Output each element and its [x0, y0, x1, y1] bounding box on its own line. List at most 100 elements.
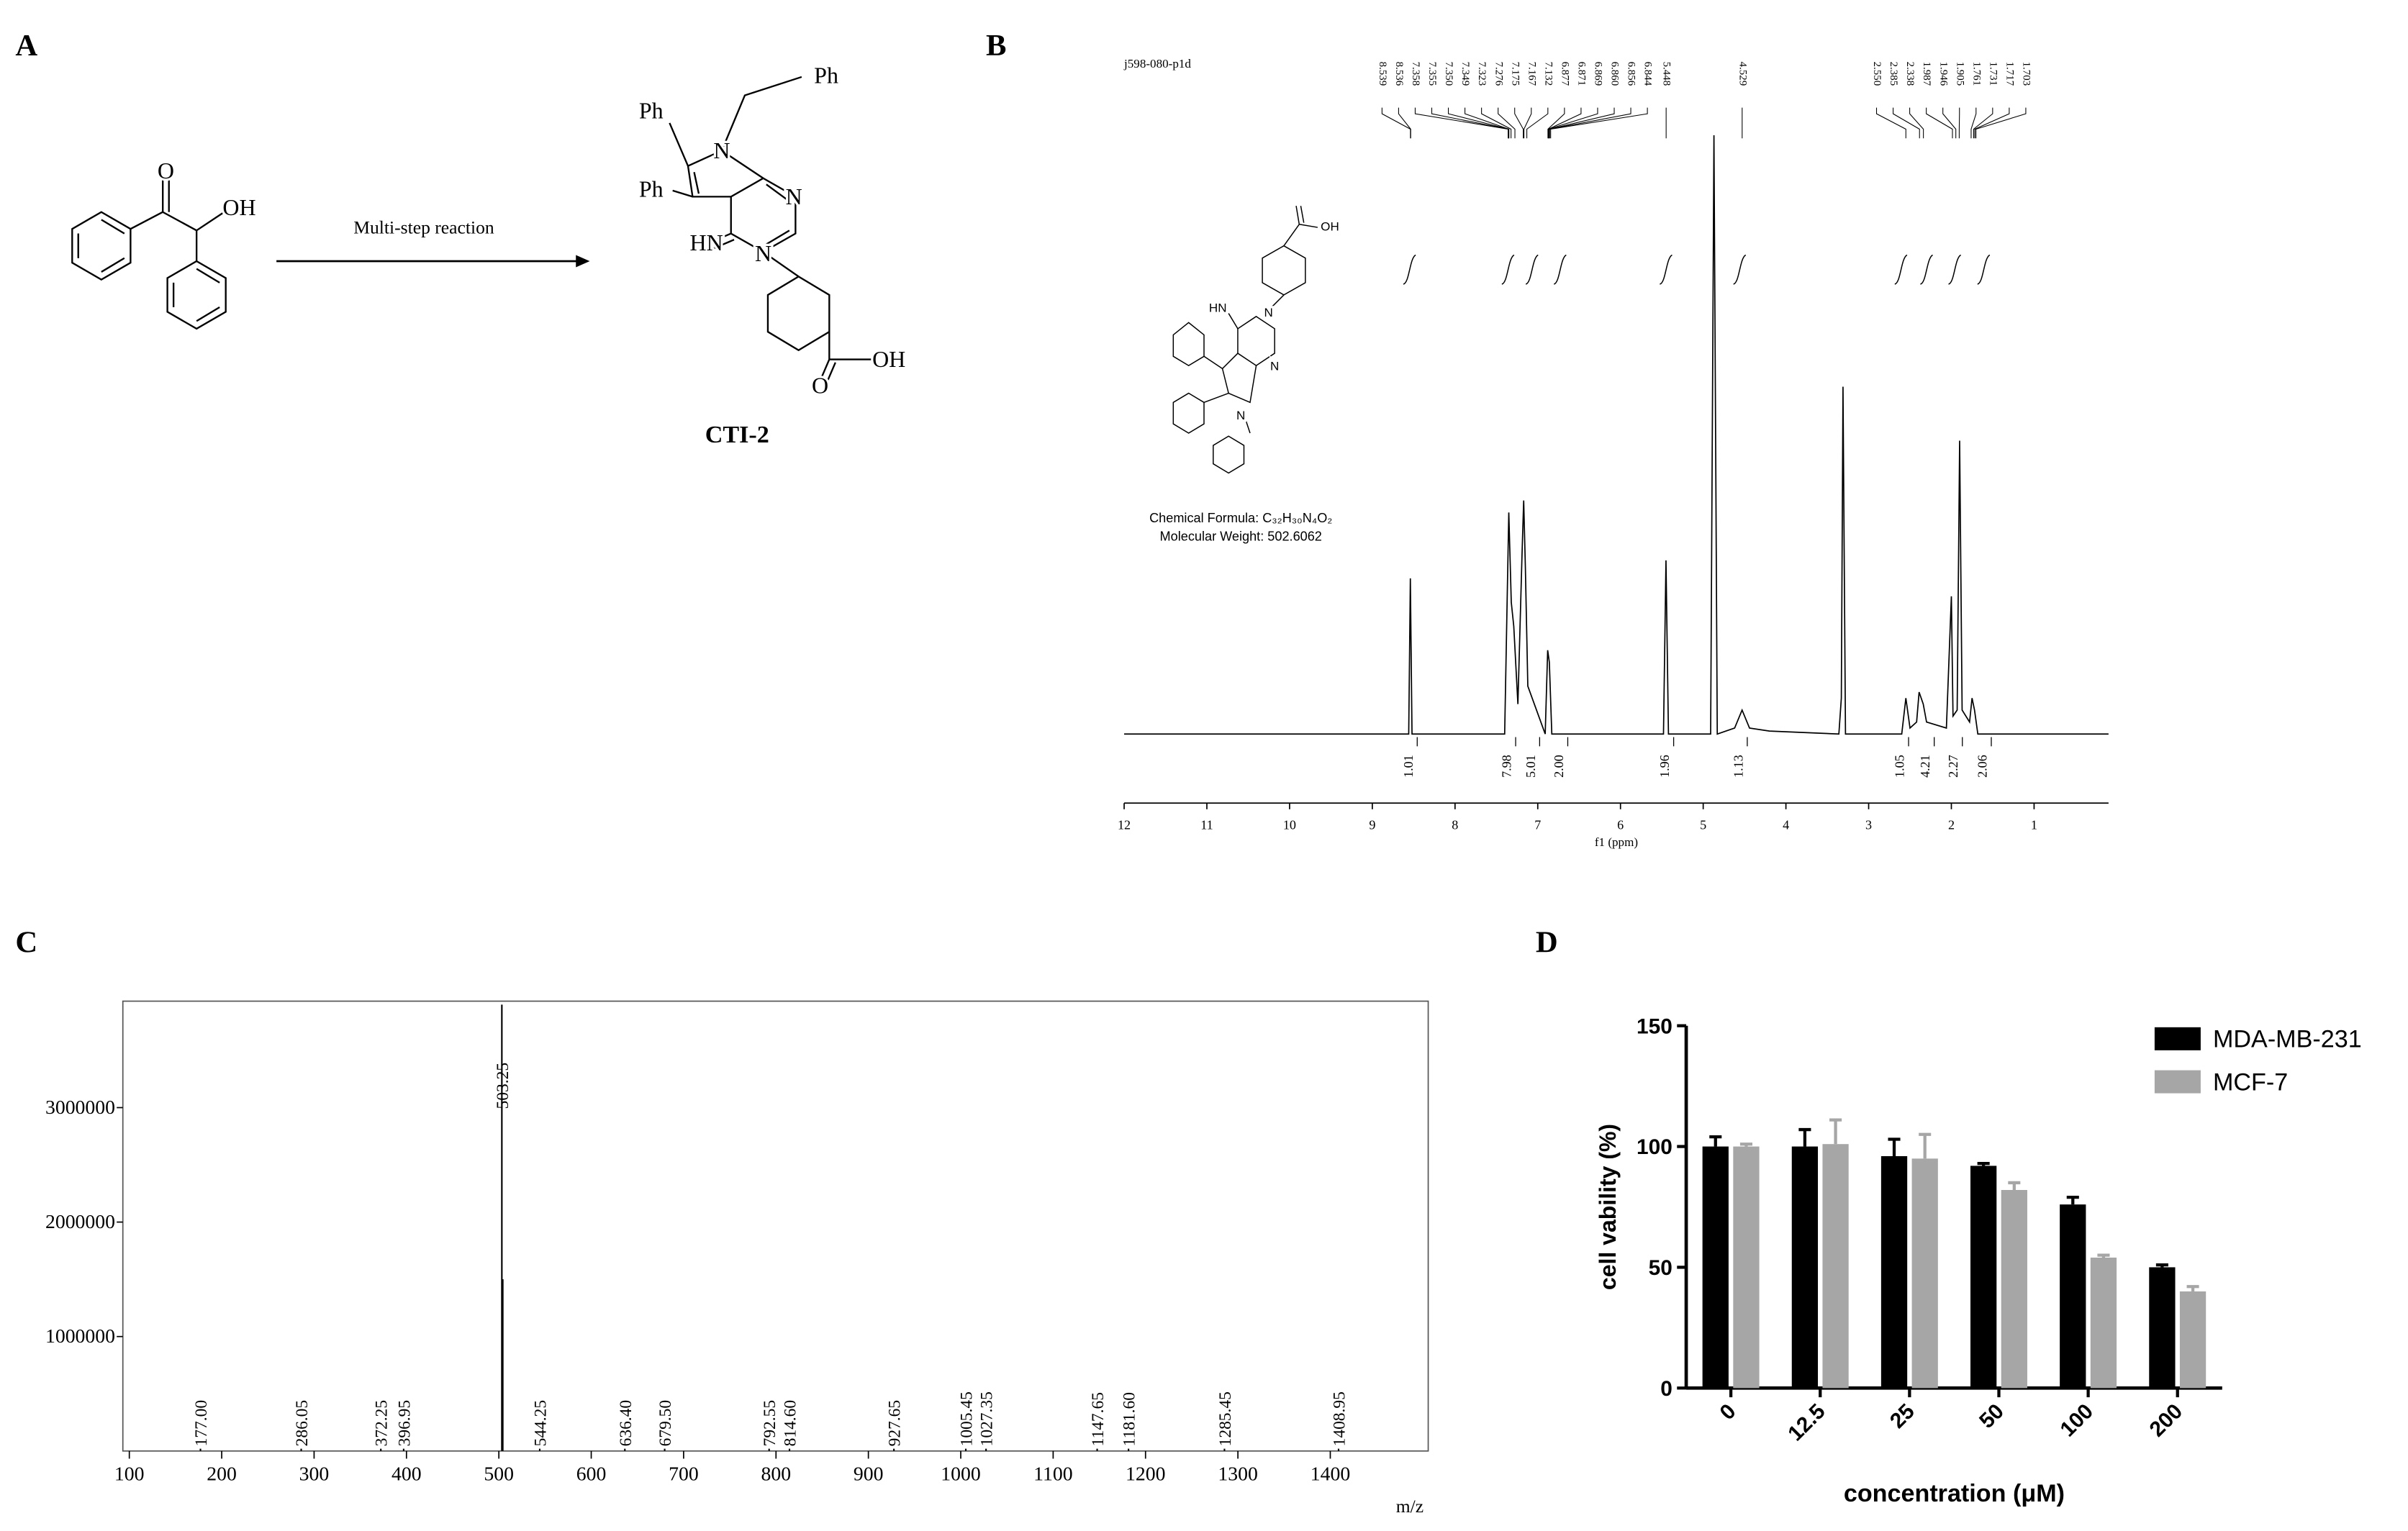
- integral-label: 7.98: [1500, 755, 1514, 778]
- integral-label: 1.13: [1731, 755, 1745, 778]
- reactant-structure: [71, 178, 227, 330]
- x-tick-label: 1200: [1126, 1463, 1165, 1485]
- atom-label: HN: [689, 230, 723, 255]
- peak-connector: [1498, 107, 1516, 139]
- panel-label: A: [15, 29, 37, 63]
- atom-label: OH: [222, 194, 255, 220]
- peak-label: 1.761: [1970, 62, 1982, 86]
- peak-label: 2.385: [1888, 62, 1899, 86]
- peak-connector: [1431, 107, 1509, 139]
- peak-label: 1.717: [2004, 62, 2015, 86]
- atom-label: OH: [872, 346, 905, 372]
- peak-label: 1.731: [1987, 62, 1999, 86]
- x-tick-label: 8: [1452, 818, 1458, 832]
- peak-label: 4.529: [1737, 62, 1748, 86]
- peak-label: 792.55: [761, 1400, 779, 1447]
- integral-label: 1.01: [1401, 755, 1416, 778]
- y-tick-label: 2000000: [45, 1211, 115, 1233]
- peak-connector: [1909, 107, 1924, 139]
- peak-label: 6.856: [1626, 62, 1637, 86]
- peak-label: 7.167: [1526, 62, 1537, 86]
- peak-label: 1147.65: [1089, 1392, 1108, 1446]
- legend-swatch: [2154, 1070, 2201, 1094]
- peak-label: 8.539: [1377, 62, 1388, 86]
- atom-label: N: [1270, 360, 1279, 373]
- x-tick-label: 2: [1948, 818, 1955, 832]
- x-tick-label: 700: [669, 1463, 699, 1485]
- panel-label: D: [1536, 925, 1558, 959]
- peak-connector: [1893, 107, 1920, 139]
- x-tick-label: 4: [1783, 818, 1789, 832]
- x-tick-label: 10: [1283, 818, 1296, 832]
- x-tick-label: 400: [391, 1463, 422, 1485]
- bar: [1733, 1146, 1760, 1389]
- x-tick-label: 100: [114, 1463, 145, 1485]
- y-tick-label: 100: [1637, 1135, 1673, 1159]
- atom-label: N: [1264, 306, 1272, 319]
- peak-label: 7.349: [1459, 62, 1471, 86]
- integral-curve: [1894, 254, 1908, 285]
- atom-label: Ph: [814, 62, 838, 88]
- x-tick-label: 500: [484, 1463, 514, 1485]
- atom-label: N: [786, 183, 802, 209]
- compound-name: CTI-2: [705, 422, 769, 448]
- integral-curve: [1977, 254, 1991, 285]
- formula: Chemical Formula: C₃₂H₃₀N₄O₂: [1149, 511, 1332, 525]
- arrow-head: [576, 255, 590, 268]
- peak-label: 7.323: [1476, 62, 1488, 86]
- integral-curve: [1501, 254, 1515, 285]
- integral-curve: [1948, 254, 1962, 285]
- peak-label: 636.40: [617, 1400, 635, 1447]
- integral-curve: [1920, 254, 1934, 285]
- bar: [1791, 1146, 1819, 1389]
- peak-label: 1.905: [1954, 62, 1965, 86]
- peak-connector: [1514, 107, 1524, 139]
- x-tick-label: 11: [1200, 818, 1213, 832]
- x-axis-label: concentration (μM): [1844, 1480, 2065, 1507]
- atom-label: Ph: [639, 98, 664, 124]
- y-tick-label: 0: [1660, 1377, 1673, 1401]
- peak-label: 503.25: [494, 1063, 512, 1109]
- peak-label: 6.860: [1609, 62, 1621, 86]
- bar: [1911, 1158, 1938, 1389]
- peak-connector: [1975, 107, 2027, 139]
- x-tick-label: 12: [1118, 818, 1131, 832]
- x-axis-label: m/z: [1396, 1496, 1423, 1517]
- panel-label: C: [15, 925, 37, 959]
- peak-label: 6.869: [1593, 62, 1604, 86]
- y-tick-label: 150: [1637, 1014, 1673, 1038]
- peak-label: 7.276: [1493, 62, 1504, 86]
- peak-connector: [1973, 107, 1993, 139]
- atom-label: HN: [1209, 301, 1227, 314]
- molecular-weight: Molecular Weight: 502.6062: [1160, 529, 1322, 543]
- bar: [1702, 1146, 1729, 1389]
- integral-curve: [1525, 254, 1539, 285]
- peak-connector: [1465, 107, 1510, 139]
- bar: [2090, 1258, 2117, 1389]
- peak-label: 6.844: [1642, 62, 1654, 86]
- peak-label: 8.536: [1393, 62, 1405, 86]
- peak-connector: [1974, 107, 2010, 139]
- panel-label: B: [986, 29, 1006, 63]
- atom-label: Ph: [639, 176, 664, 201]
- peak-connector: [1526, 107, 1549, 139]
- bar: [1880, 1155, 1908, 1389]
- integral-curve: [1553, 254, 1567, 285]
- peak-label: 1027.35: [978, 1391, 997, 1446]
- bar: [2149, 1267, 2176, 1389]
- x-tick-label: 5: [1700, 818, 1706, 832]
- x-tick-label: 3: [1865, 818, 1872, 832]
- bar: [2060, 1204, 2086, 1389]
- peak-label: 1408.95: [1331, 1391, 1349, 1446]
- peak-connector: [1398, 107, 1411, 139]
- atom-label: N: [713, 137, 730, 163]
- y-tick-label: 3000000: [45, 1096, 115, 1119]
- x-tick-label: 200: [207, 1463, 237, 1485]
- integral-label: 1.05: [1893, 755, 1907, 778]
- legend-swatch: [2154, 1027, 2201, 1050]
- peak-connector: [1549, 107, 1631, 139]
- peak-label: 927.65: [886, 1400, 905, 1447]
- integral-label: 5.01: [1524, 755, 1538, 778]
- peak-connector: [1547, 107, 1565, 139]
